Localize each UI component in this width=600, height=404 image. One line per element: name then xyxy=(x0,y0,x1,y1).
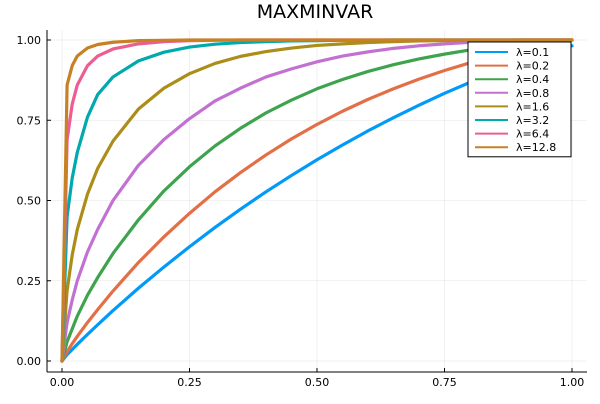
series-line xyxy=(60,38,574,363)
y-tick-label: 0.25 xyxy=(17,275,42,288)
x-tick-label: 0.50 xyxy=(305,376,330,389)
legend-label: λ=0.4 xyxy=(516,73,549,86)
y-tick-label: 0.50 xyxy=(17,195,42,208)
series-lines xyxy=(60,38,574,363)
x-tick-label: 1.00 xyxy=(560,376,585,389)
chart-title: MAXMINVAR xyxy=(257,1,374,23)
legend: λ=0.1λ=0.2λ=0.4λ=0.8λ=1.6λ=3.2λ=6.4λ=12.… xyxy=(467,41,572,158)
legend-label: λ=6.4 xyxy=(516,128,549,141)
legend-label: λ=3.2 xyxy=(516,114,549,127)
x-tick-label: 0.25 xyxy=(177,376,202,389)
x-tick-label: 0.00 xyxy=(50,376,75,389)
x-tick-label: 0.75 xyxy=(432,376,457,389)
legend-label: λ=12.8 xyxy=(516,141,556,154)
y-tick-label: 1.00 xyxy=(17,34,42,47)
y-tick-label: 0.75 xyxy=(17,114,42,127)
legend-label: λ=0.8 xyxy=(516,87,549,100)
legend-label: λ=0.2 xyxy=(516,60,549,73)
axes: 0.00 0.25 0.50 0.75 1.00 0.00 0.25 0.50 0.75 1.00 xyxy=(17,30,587,389)
legend-label: λ=0.1 xyxy=(516,46,549,59)
y-tick-label: 0.00 xyxy=(17,355,42,368)
legend-label: λ=1.6 xyxy=(516,100,549,113)
legend-box xyxy=(467,41,572,158)
